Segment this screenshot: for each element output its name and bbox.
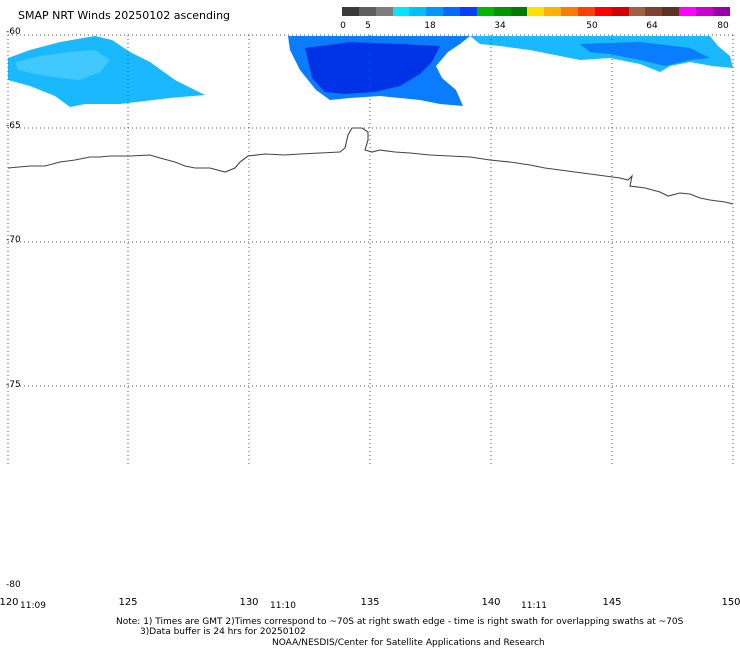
colorbar-segment [426, 7, 444, 16]
colorbar-segment [712, 7, 730, 16]
lon-label-140: 140 [481, 597, 501, 608]
time-label-1109: 11:09 [20, 601, 46, 611]
colorbar-segment [645, 7, 663, 16]
graticule [7, 34, 734, 465]
map-title: SMAP NRT Winds 20250102 ascending [18, 9, 231, 22]
wind-speed-colorbar [342, 7, 730, 16]
colorbar-segment [443, 7, 461, 16]
colorbar-segment [392, 7, 410, 16]
wind-swath-center-dark [305, 42, 440, 94]
colorbar-segment [375, 7, 393, 16]
colorbar-label-80: 80 [717, 21, 729, 31]
colorbar-segment [696, 7, 713, 16]
lat-label-75: -75 [6, 380, 21, 390]
colorbar-segment [578, 7, 595, 16]
time-label-1110: 11:10 [270, 601, 296, 611]
colorbar-label-34: 34 [494, 21, 506, 31]
lat-label-70: -70 [6, 235, 21, 245]
lon-label-135: 135 [360, 597, 380, 608]
lon-label-150: 150 [721, 597, 740, 608]
antarctic-coastline [7, 127, 734, 205]
note-line-1: Note: 1) Times are GMT 2)Times correspon… [116, 617, 684, 627]
time-label-1111: 11:11 [521, 601, 547, 611]
colorbar-label-5: 5 [365, 21, 371, 31]
colorbar-segment [662, 7, 680, 16]
note-line-2: 3)Data buffer is 24 hrs for 20250102 [140, 627, 306, 637]
colorbar-segment [628, 7, 646, 16]
colorbar-segment [679, 7, 697, 16]
colorbar-segment [594, 7, 612, 16]
lon-label-125: 125 [118, 597, 138, 608]
lat-label-80: -80 [6, 580, 21, 590]
colorbar-label-18: 18 [424, 21, 436, 31]
colorbar-label-64: 64 [646, 21, 658, 31]
colorbar-segment [342, 7, 359, 16]
colorbar-segment [510, 7, 528, 16]
colorbar-segment [476, 7, 494, 16]
colorbar-segment [544, 7, 562, 16]
colorbar-label-0: 0 [340, 21, 346, 31]
lon-label-130: 130 [239, 597, 259, 608]
lat-label-60: -60 [6, 27, 21, 37]
note-line-3: NOAA/NESDIS/Center for Satellite Applica… [272, 638, 545, 648]
colorbar-segment [611, 7, 629, 16]
colorbar-label-50: 50 [586, 21, 598, 31]
colorbar-segment [358, 7, 376, 16]
lat-label-65: -65 [6, 121, 21, 131]
lon-label-145: 145 [602, 597, 622, 608]
colorbar-segment [561, 7, 579, 16]
colorbar-segment [409, 7, 427, 16]
colorbar-segment [493, 7, 511, 16]
colorbar-segment [527, 7, 545, 16]
lon-label-120: 120 [0, 597, 19, 608]
colorbar-segment [460, 7, 477, 16]
wind-swath-left-shade [15, 50, 110, 80]
